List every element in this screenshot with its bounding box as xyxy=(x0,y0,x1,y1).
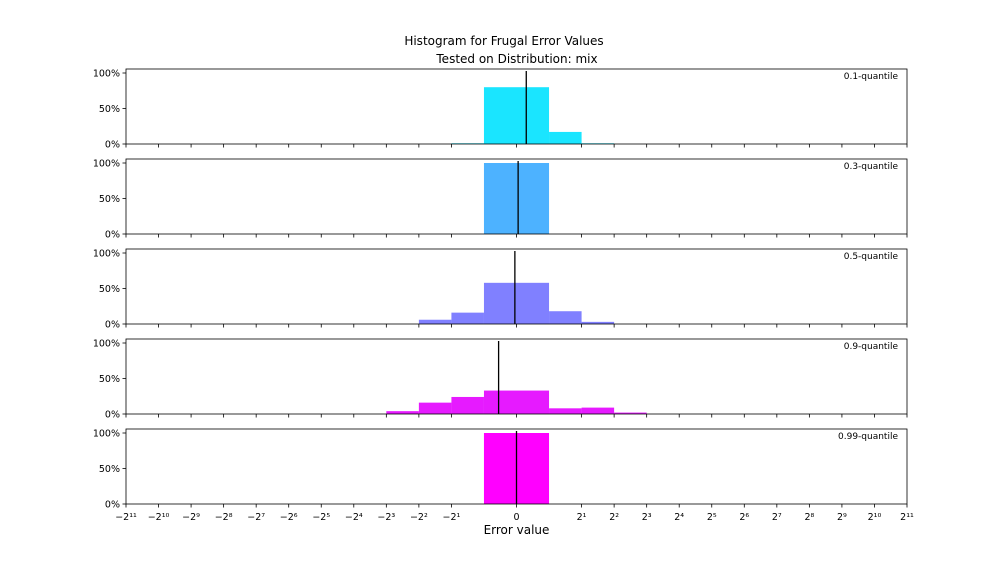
y-tick-label: 0% xyxy=(105,230,120,241)
histogram-bar xyxy=(483,282,550,324)
histogram-bar xyxy=(581,321,615,324)
histogram-bar xyxy=(418,319,452,324)
y-tick-label: 50% xyxy=(99,374,120,385)
x-tick-label: −2¹ xyxy=(443,512,461,523)
x-tick-label: 2² xyxy=(609,512,619,523)
x-axis-label: Error value xyxy=(484,523,550,537)
x-tick-label: −2⁹ xyxy=(182,512,200,523)
x-tick-label: 2¹⁰ xyxy=(868,512,882,523)
y-tick-label: 0% xyxy=(105,320,120,331)
x-tick-label: 2⁷ xyxy=(772,512,782,523)
y-tick-label: 0% xyxy=(105,140,120,151)
histogram-bar xyxy=(581,407,615,414)
y-tick-label: 0% xyxy=(105,410,120,421)
x-tick-label: 2³ xyxy=(642,512,652,523)
y-tick-label: 50% xyxy=(99,284,120,295)
x-tick-label: 2⁸ xyxy=(804,512,814,523)
chart-subtitle: Tested on Distribution: mix xyxy=(436,52,598,66)
histogram-bar xyxy=(549,408,582,414)
x-tick-label: −2¹¹ xyxy=(115,512,137,523)
x-tick-label: 2¹ xyxy=(577,512,587,523)
histogram-bar xyxy=(549,131,582,144)
y-tick-label: 100% xyxy=(93,429,120,440)
quantile-label: 0.99-quantile xyxy=(838,432,898,442)
histogram-bar xyxy=(418,402,452,414)
x-tick-label: 2¹¹ xyxy=(900,512,914,523)
y-tick-label: 100% xyxy=(93,159,120,170)
x-tick-label: −2⁷ xyxy=(247,512,265,523)
quantile-label: 0.5-quantile xyxy=(844,252,899,262)
x-tick-label: −2⁵ xyxy=(312,512,330,523)
x-tick-label: 2⁴ xyxy=(674,512,684,523)
y-tick-label: 50% xyxy=(99,464,120,475)
y-tick-label: 50% xyxy=(99,194,120,205)
y-tick-label: 100% xyxy=(93,339,120,350)
histogram-bar xyxy=(614,412,647,414)
x-tick-label: −2¹⁰ xyxy=(148,512,170,523)
x-tick-label: 0 xyxy=(513,512,519,523)
y-tick-label: 100% xyxy=(93,249,120,260)
x-tick-label: −2³ xyxy=(377,512,395,523)
y-tick-label: 100% xyxy=(93,69,120,80)
x-tick-label: 2⁹ xyxy=(837,512,847,523)
x-tick-label: −2² xyxy=(410,512,428,523)
histogram-bar xyxy=(483,87,550,144)
chart-title: Histogram for Frugal Error Values xyxy=(404,34,604,48)
x-tick-label: −2⁴ xyxy=(345,512,363,523)
histogram-bar xyxy=(483,163,550,234)
x-tick-label: −2⁶ xyxy=(280,512,298,523)
quantile-label: 0.3-quantile xyxy=(844,162,899,172)
quantile-label: 0.1-quantile xyxy=(844,72,899,82)
y-tick-label: 0% xyxy=(105,500,120,511)
histogram-bar xyxy=(549,311,582,324)
histogram-bar xyxy=(483,390,550,414)
y-tick-label: 50% xyxy=(99,104,120,115)
x-tick-label: 2⁶ xyxy=(739,512,749,523)
histogram-bar xyxy=(386,411,419,414)
x-tick-label: 2⁵ xyxy=(707,512,717,523)
histogram-bar xyxy=(451,396,484,414)
histogram-bar xyxy=(451,312,484,324)
quantile-label: 0.9-quantile xyxy=(844,342,899,352)
x-tick-label: −2⁸ xyxy=(215,512,233,523)
